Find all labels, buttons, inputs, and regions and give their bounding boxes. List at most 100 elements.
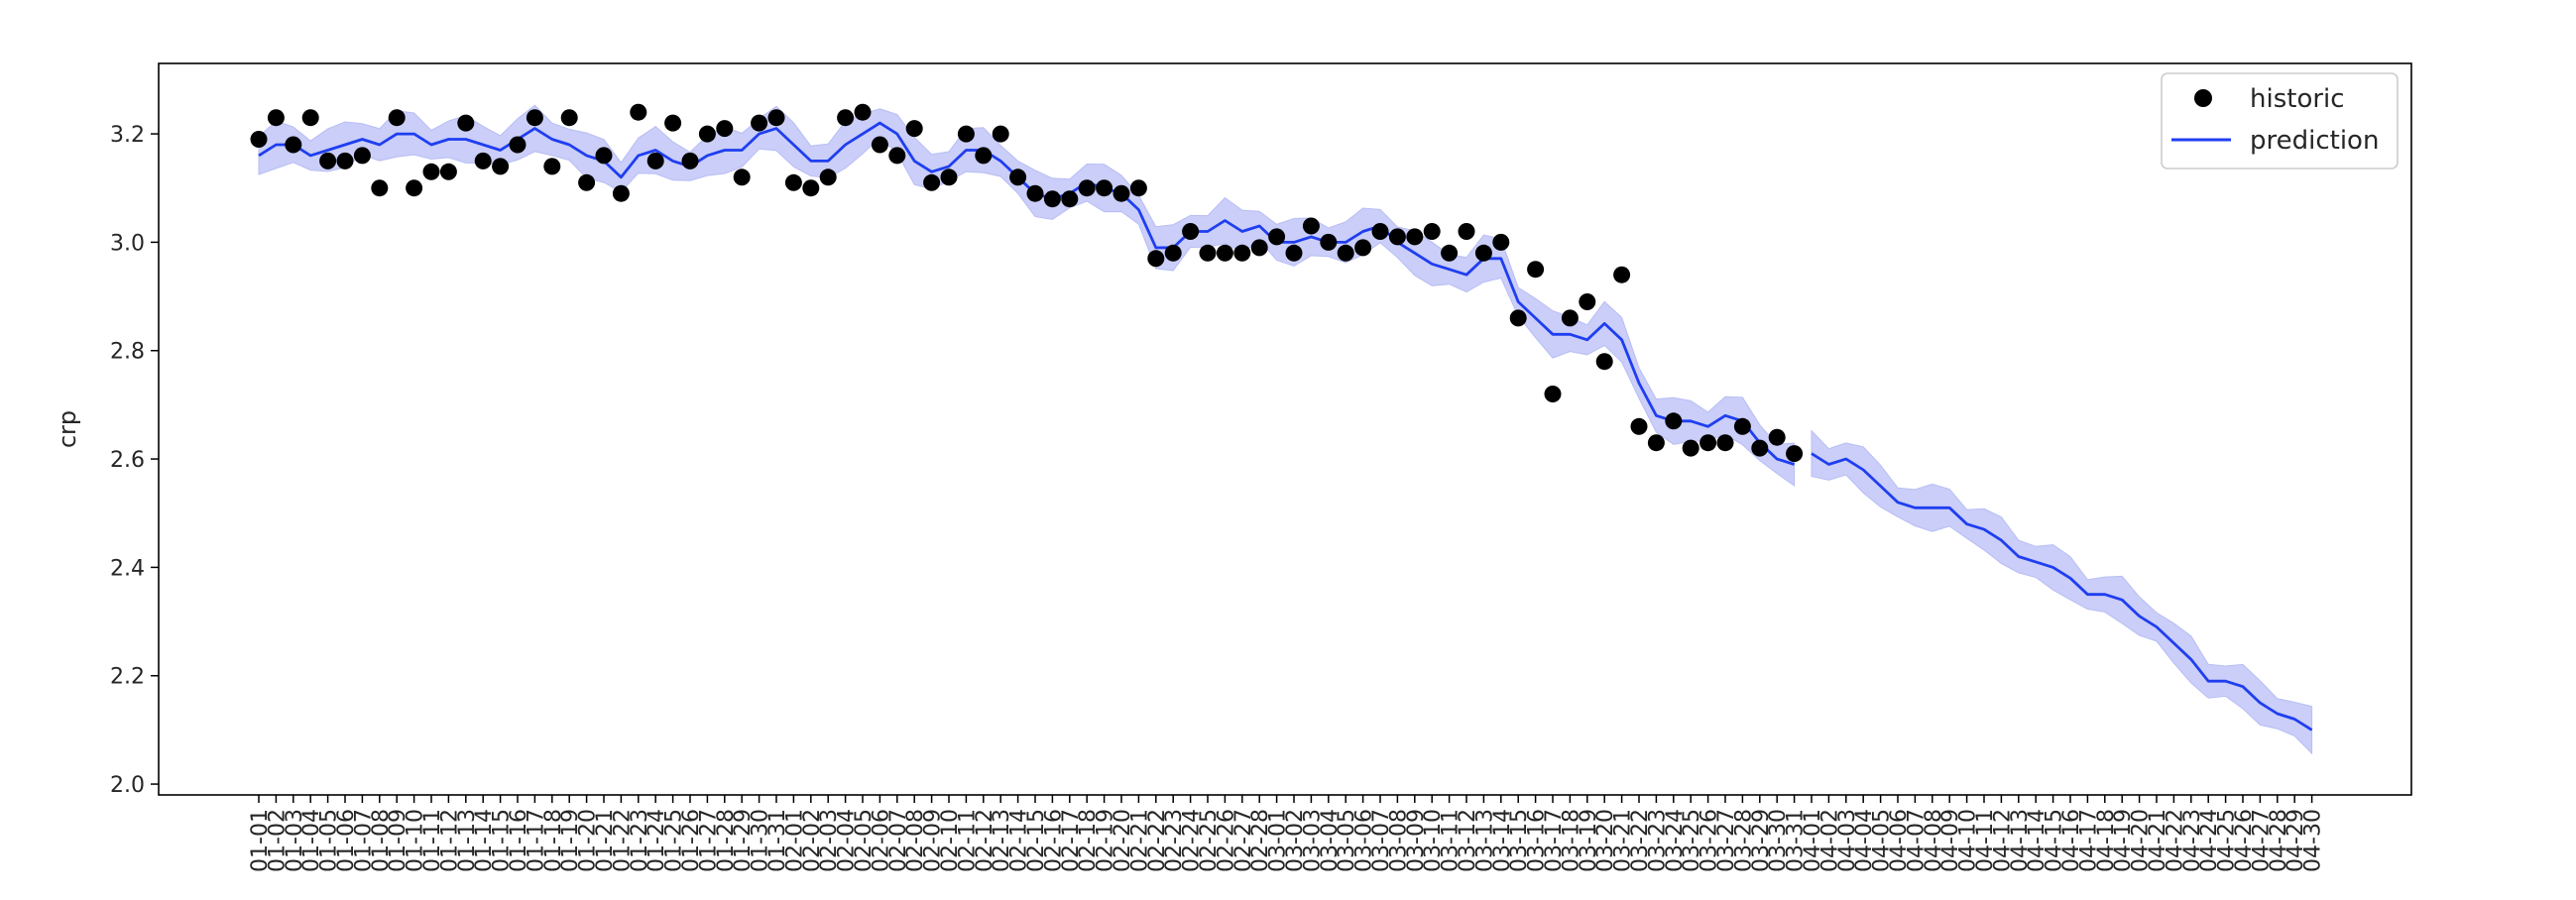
y-tick-label: 3.0 xyxy=(110,231,145,256)
historic-point xyxy=(888,147,906,165)
historic-point xyxy=(1665,412,1683,430)
x-tick-label: 01-27 xyxy=(696,809,721,872)
historic-point xyxy=(1268,228,1286,246)
x-tick-label: 03-13 xyxy=(1472,809,1497,872)
historic-point xyxy=(767,109,785,127)
historic-point xyxy=(1579,293,1596,310)
historic-point xyxy=(1112,184,1130,202)
historic-point xyxy=(371,179,389,197)
historic-point xyxy=(439,163,457,180)
x-tick-label: 04-24 xyxy=(2197,809,2222,872)
legend-historic-label: historic xyxy=(2250,84,2345,114)
historic-point xyxy=(560,109,578,127)
historic-point xyxy=(492,158,510,175)
x-tick-label: 03-01 xyxy=(1266,809,1291,872)
x-tick-label: 04-30 xyxy=(2301,809,2326,872)
x-tick-label: 01-01 xyxy=(248,809,273,872)
historic-point xyxy=(336,152,354,169)
x-tick-label: 01-02 xyxy=(265,809,290,872)
x-tick-label: 02-14 xyxy=(1007,809,1032,872)
x-tick-label: 01-04 xyxy=(299,809,324,872)
historic-point xyxy=(802,179,820,197)
historic-point xyxy=(1388,228,1406,246)
x-tick-label: 01-21 xyxy=(593,809,618,872)
x-tick-label: 04-06 xyxy=(1887,809,1912,872)
x-tick-label: 02-18 xyxy=(1076,809,1101,872)
x-tick-label: 03-28 xyxy=(1731,809,1756,872)
x-tick-label: 01-19 xyxy=(558,809,583,872)
x-tick-label: 04-10 xyxy=(1956,809,1981,872)
x-tick-label: 02-07 xyxy=(886,809,911,872)
x-tick-label: 02-11 xyxy=(955,809,980,872)
historic-point xyxy=(1423,223,1441,240)
x-tick-label: 01-20 xyxy=(576,809,601,872)
historic-point xyxy=(1182,223,1200,240)
x-tick-label: 01-24 xyxy=(644,809,669,872)
historic-point xyxy=(406,179,423,197)
x-tick-label: 03-20 xyxy=(1593,809,1618,872)
x-tick-label: 03-04 xyxy=(1318,809,1343,872)
x-tick-label: 04-29 xyxy=(2283,809,2308,872)
x-tick-label: 03-23 xyxy=(1645,809,1670,872)
historic-point xyxy=(837,109,855,127)
x-tick-label: 01-16 xyxy=(507,809,531,872)
x-tick-label: 03-22 xyxy=(1628,809,1653,872)
x-tick-label: 04-17 xyxy=(2076,809,2101,872)
historic-point xyxy=(1147,250,1165,268)
x-tick-label: 03-25 xyxy=(1680,809,1704,872)
x-tick-label: 03-16 xyxy=(1525,809,1550,872)
historic-point xyxy=(1509,309,1527,327)
x-tick-label: 03-27 xyxy=(1714,809,1739,872)
x-tick-label: 03-11 xyxy=(1439,809,1464,872)
x-tick-label: 04-08 xyxy=(1922,809,1946,872)
historic-point xyxy=(681,152,699,169)
x-tick-label: 04-11 xyxy=(1973,809,1998,872)
x-tick-label: 03-21 xyxy=(1611,809,1636,872)
historic-point xyxy=(1078,179,1096,197)
historic-point xyxy=(1406,228,1424,246)
historic-point xyxy=(1768,428,1786,446)
x-tick-label: 02-16 xyxy=(1041,809,1066,872)
historic-point xyxy=(1026,184,1044,202)
historic-point xyxy=(1527,261,1545,279)
x-tick-label: 01-31 xyxy=(765,809,790,872)
x-tick-label: 01-28 xyxy=(714,809,739,872)
historic-point xyxy=(1595,353,1613,371)
historic-point xyxy=(474,152,492,169)
x-tick-label: 03-06 xyxy=(1352,809,1377,872)
x-tick-label: 02-19 xyxy=(1094,809,1118,872)
historic-point xyxy=(698,125,716,143)
x-tick-label: 01-07 xyxy=(351,809,376,872)
x-tick-label: 02-21 xyxy=(1127,809,1152,872)
x-tick-label: 01-22 xyxy=(610,809,635,872)
historic-point xyxy=(578,173,596,191)
x-tick-label: 04-25 xyxy=(2215,809,2240,872)
x-tick-label: 04-03 xyxy=(1835,809,1860,872)
x-tick-label: 02-04 xyxy=(835,809,860,872)
historic-point xyxy=(1441,244,1459,262)
historic-point xyxy=(1544,386,1562,402)
historic-point xyxy=(819,169,837,186)
x-tick-label: 03-29 xyxy=(1749,809,1774,872)
historic-point xyxy=(1043,190,1061,208)
x-tick-label: 03-14 xyxy=(1490,809,1515,872)
x-tick-label: 03-15 xyxy=(1507,809,1532,872)
x-tick-label: 01-12 xyxy=(437,809,462,872)
x-tick-label: 02-12 xyxy=(973,809,997,872)
x-tick-label: 03-02 xyxy=(1283,809,1308,872)
x-tick-label: 03-03 xyxy=(1300,809,1325,872)
historic-point xyxy=(1096,179,1113,197)
y-tick-label: 2.0 xyxy=(110,773,145,798)
x-tick-label: 02-28 xyxy=(1248,809,1273,872)
historic-point xyxy=(630,103,647,121)
historic-point xyxy=(1699,434,1717,452)
x-tick-label: 01-08 xyxy=(369,809,394,872)
historic-point xyxy=(1250,239,1268,257)
legend: historic prediction xyxy=(2161,72,2399,169)
x-tick-label: 02-17 xyxy=(1059,809,1084,872)
historic-point xyxy=(285,136,302,154)
y-tick-label: 2.2 xyxy=(110,665,145,690)
historic-point xyxy=(751,114,768,132)
historic-point xyxy=(1320,233,1338,251)
historic-point xyxy=(992,125,1009,143)
